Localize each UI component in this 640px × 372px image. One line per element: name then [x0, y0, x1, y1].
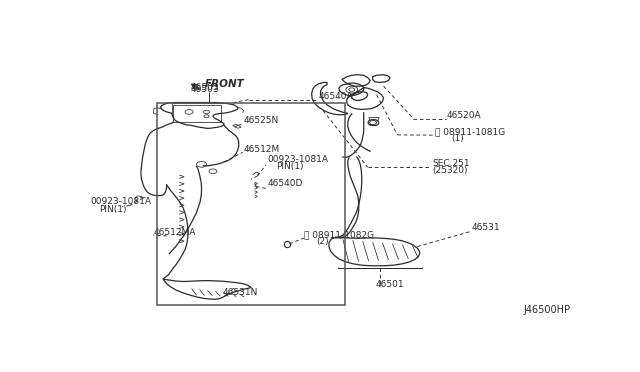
Text: (2): (2) — [316, 237, 329, 246]
Text: 00923-1081A: 00923-1081A — [90, 198, 151, 206]
Text: 46531N: 46531N — [223, 288, 258, 297]
Text: 46512MA: 46512MA — [154, 228, 196, 237]
Text: 46503: 46503 — [190, 83, 219, 92]
Text: (1): (1) — [451, 134, 464, 143]
Text: SEC.251: SEC.251 — [432, 159, 470, 169]
Text: 46503: 46503 — [190, 85, 219, 94]
Text: 46512M: 46512M — [244, 145, 280, 154]
Text: FRONT: FRONT — [205, 79, 244, 89]
Text: 46540D: 46540D — [268, 179, 303, 189]
Bar — [157, 103, 346, 305]
Text: Ⓝ 08911-1081G: Ⓝ 08911-1081G — [435, 127, 505, 136]
Text: Ⓝ 08911-1082G: Ⓝ 08911-1082G — [304, 230, 374, 240]
Text: PIN(1): PIN(1) — [276, 162, 304, 171]
Text: PIN(1): PIN(1) — [99, 205, 126, 214]
Text: 00923-1081A: 00923-1081A — [268, 155, 328, 164]
Text: 46531: 46531 — [472, 223, 500, 232]
Text: 46501: 46501 — [375, 280, 404, 289]
Text: 46525N: 46525N — [244, 116, 279, 125]
Text: 46540A: 46540A — [318, 92, 353, 101]
Text: 46520A: 46520A — [447, 111, 482, 120]
Text: (25320): (25320) — [432, 166, 468, 175]
Text: J46500HP: J46500HP — [524, 305, 571, 315]
